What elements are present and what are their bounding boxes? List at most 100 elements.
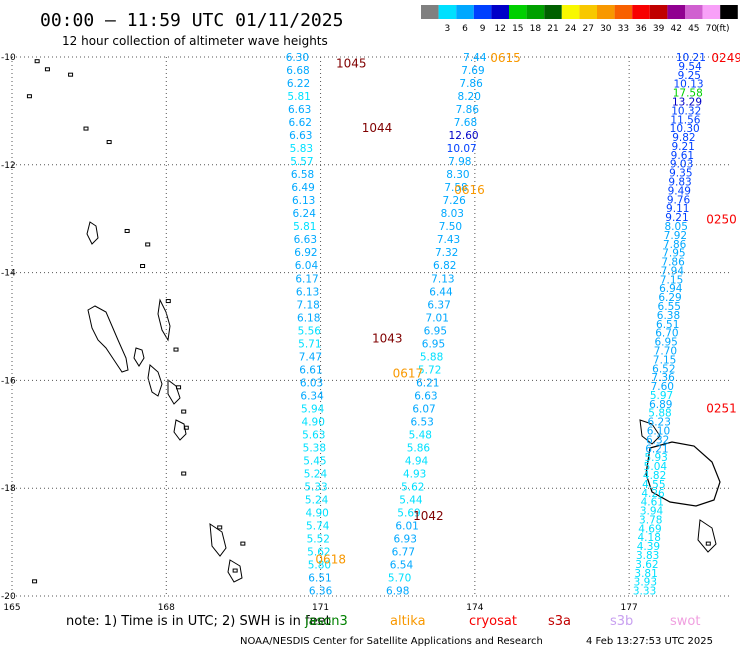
island-dot bbox=[232, 568, 238, 573]
lon-tick-label: 165 bbox=[3, 603, 20, 613]
graticule bbox=[11, 56, 732, 597]
island-dot bbox=[181, 409, 187, 414]
wave-height-value: 3.93 bbox=[634, 577, 657, 589]
legend-swatch bbox=[614, 5, 633, 19]
wave-height-value: 5.44 bbox=[399, 495, 423, 507]
wave-height-value: 7.86 bbox=[459, 78, 483, 90]
wave-height-value: 6.30 bbox=[286, 52, 309, 64]
wave-height-value: 6.77 bbox=[392, 547, 415, 559]
pass-time-label: 1043 bbox=[372, 331, 403, 345]
wave-height-value: 5.24 bbox=[304, 468, 328, 480]
wave-height-value: 5.72 bbox=[418, 364, 441, 376]
wave-height-value: 4.69 bbox=[638, 523, 661, 535]
wave-height-value: 7.58 bbox=[444, 182, 467, 194]
wave-height-value: 6.24 bbox=[293, 208, 317, 220]
lat-tick-label: -10 bbox=[1, 53, 16, 63]
wave-height-value: 5.71 bbox=[298, 338, 321, 350]
island-dot bbox=[32, 579, 38, 584]
legend-tick-label: 3 bbox=[445, 24, 451, 34]
wave-height-value: 7.13 bbox=[431, 273, 454, 285]
wave-height-value: 6.93 bbox=[394, 534, 417, 546]
wave-height-value: 6.63 bbox=[288, 104, 311, 116]
wave-height-value: 4.39 bbox=[637, 541, 660, 553]
wave-height-value: 7.15 bbox=[660, 274, 683, 286]
legend-tick-label: 27 bbox=[582, 24, 593, 34]
island-outline bbox=[147, 364, 163, 397]
wave-height-value: 6.21 bbox=[645, 443, 668, 455]
wave-height-value: 10.32 bbox=[671, 105, 701, 117]
island-outline bbox=[86, 221, 99, 245]
island-dot bbox=[217, 525, 223, 530]
legend-swatch bbox=[544, 5, 562, 19]
legend-swatch bbox=[491, 5, 509, 19]
wave-height-value: 7.50 bbox=[439, 221, 462, 233]
island-outline bbox=[639, 419, 661, 445]
wave-height-value: 9.61 bbox=[671, 150, 694, 162]
wave-height-value: 5.70 bbox=[388, 573, 411, 585]
island-dot bbox=[140, 264, 146, 269]
satellite-legend: jason3 altika cryosat s3a s3b swot bbox=[304, 614, 700, 629]
wave-height-value: 6.92 bbox=[294, 247, 317, 259]
island-dot bbox=[34, 59, 40, 64]
wave-height-value: 7.47 bbox=[299, 351, 322, 363]
wave-height-value: 7.18 bbox=[296, 299, 319, 311]
pass-time-labels: 1045 1044 1043 1042 0615 0616 0617 0618 0249 0250… bbox=[315, 51, 740, 566]
wave-height-value: 6.07 bbox=[412, 403, 435, 415]
wave-height-value: 6.01 bbox=[395, 521, 418, 533]
island-outline bbox=[645, 441, 721, 507]
wave-height-value: 9.83 bbox=[668, 177, 691, 189]
wave-height-value: 6.04 bbox=[295, 260, 319, 272]
pass-time-label: 1044 bbox=[362, 121, 393, 135]
legend-swatch bbox=[456, 5, 474, 19]
footnote-text: note: 1) Time is in UTC; 2) SWH is in fe… bbox=[66, 614, 331, 629]
pass-time-label: 0615 bbox=[490, 51, 521, 65]
wave-height-value: 6.37 bbox=[427, 299, 450, 311]
island-dot bbox=[26, 94, 32, 99]
wave-height-value: 5.74 bbox=[306, 521, 330, 533]
wave-height-value: 12.60 bbox=[449, 130, 479, 142]
wave-height-value: 5.62 bbox=[307, 547, 330, 559]
wave-height-value: 4.61 bbox=[641, 497, 664, 509]
wave-height-value: 6.03 bbox=[300, 377, 323, 389]
wave-height-value: 5.04 bbox=[644, 461, 668, 473]
wave-height-value: 9.49 bbox=[668, 185, 691, 197]
legend-tick-label: 70 bbox=[706, 24, 718, 34]
legend-tick-label: 15 bbox=[512, 24, 523, 34]
wave-height-value: 7.15 bbox=[653, 354, 676, 366]
legend-tick-label: 42 bbox=[670, 24, 681, 34]
wave-height-value: 9.76 bbox=[667, 194, 691, 206]
wave-height-value: 6.68 bbox=[286, 65, 309, 77]
legend-swatch bbox=[473, 5, 492, 19]
wave-height-value: 5.48 bbox=[409, 429, 432, 441]
lat-tick-label: -12 bbox=[1, 161, 16, 171]
island-dot bbox=[705, 541, 711, 546]
island-outline bbox=[697, 519, 717, 553]
altimeter-tracks: 6.306.686.225.816.636.626.635.835.576.58… bbox=[286, 52, 706, 598]
legend-swatch bbox=[632, 5, 650, 19]
wave-height-value: 7.86 bbox=[661, 257, 685, 269]
color-scale-legend: 3 6 9 12 15 18 21 24 27 30 33 36 39 42 45 70(ft) bbox=[421, 5, 738, 34]
wave-height-value: 6.54 bbox=[390, 560, 414, 572]
wave-height-value: 9.11 bbox=[666, 203, 689, 215]
legend-tick-label: 21 bbox=[547, 24, 558, 34]
legend-swatch bbox=[667, 5, 685, 19]
wave-height-value: 4.26 bbox=[641, 488, 665, 500]
wave-height-value: 6.51 bbox=[656, 319, 679, 331]
wave-height-value: 5.69 bbox=[397, 508, 420, 520]
wave-height-value: 7.26 bbox=[442, 195, 466, 207]
wave-height-value: 9.54 bbox=[678, 61, 702, 73]
wave-height-value: 8.30 bbox=[446, 169, 469, 181]
wave-height-value: 5.45 bbox=[303, 455, 326, 467]
wave-height-value: 6.62 bbox=[289, 117, 312, 129]
wave-height-value: 9.03 bbox=[670, 159, 693, 171]
pass-time-label: 1042 bbox=[413, 509, 444, 523]
wave-height-value: 6.95 bbox=[422, 338, 445, 350]
wave-height-value: 6.82 bbox=[433, 260, 456, 272]
wave-height-value: 6.32 bbox=[646, 434, 669, 446]
wave-height-value: 3.81 bbox=[634, 568, 657, 580]
wave-height-value: 6.95 bbox=[654, 337, 677, 349]
wave-height-value: 7.86 bbox=[456, 104, 480, 116]
island-outline bbox=[173, 419, 187, 441]
